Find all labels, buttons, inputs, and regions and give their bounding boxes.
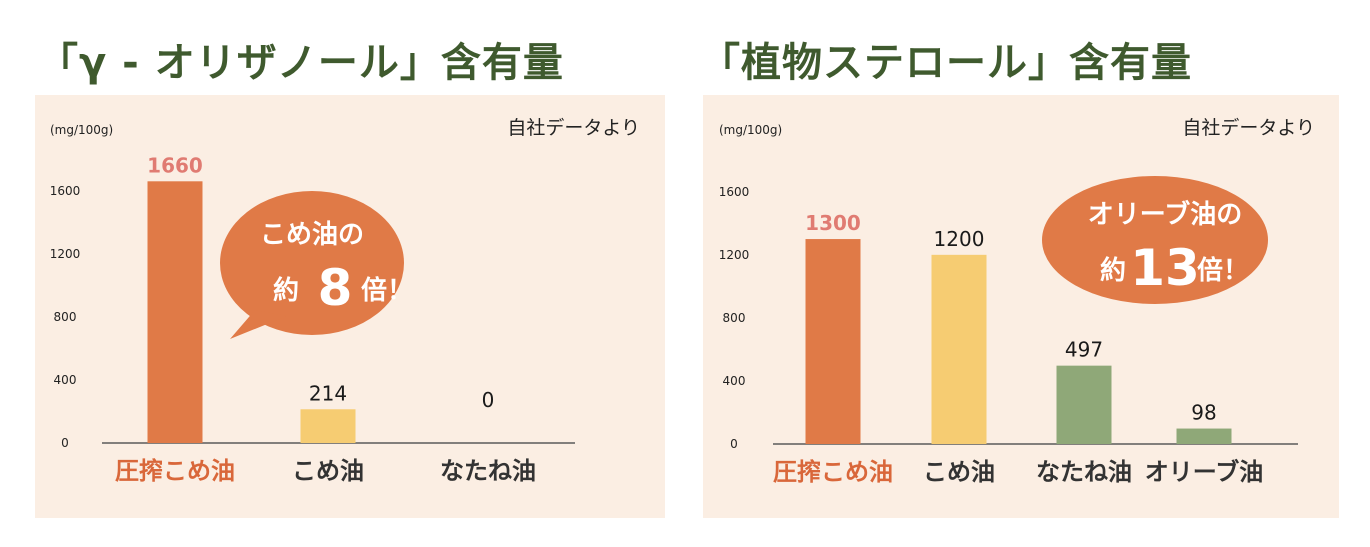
callout-number: 13 xyxy=(1130,239,1200,297)
callout-suffix: 倍！ xyxy=(361,275,413,306)
data-label: 0 xyxy=(482,388,495,412)
bar xyxy=(1176,428,1232,444)
source-note: 自社データより xyxy=(1182,117,1315,139)
bar xyxy=(300,409,356,443)
y-tick-label: 0 xyxy=(730,437,738,451)
callout-number: 8 xyxy=(318,259,353,317)
bar-chart-oryzanol: (mg/100g) 自社データより 0 400 800 1200 1600 1660 圧搾こめ油… xyxy=(50,117,640,485)
callout-prefix: 約 xyxy=(273,275,299,306)
y-tick-label: 1200 xyxy=(50,247,81,261)
y-tick-label: 0 xyxy=(61,436,69,450)
category-label: こめ油 xyxy=(292,457,364,485)
data-label: 497 xyxy=(1065,338,1103,362)
y-tick-label: 400 xyxy=(723,374,746,388)
callout-tail xyxy=(230,310,287,339)
callout-bubble xyxy=(1042,176,1268,304)
callout-line1: こめ油の xyxy=(260,220,364,250)
source-note: 自社データより xyxy=(507,117,640,139)
bar xyxy=(147,181,203,443)
category-label: 圧搾こめ油 xyxy=(773,458,893,486)
bar xyxy=(1056,365,1112,444)
bar xyxy=(931,254,987,444)
chart-title-sterol: 「植物ステロール」含有量 xyxy=(700,40,1192,86)
y-tick-label: 400 xyxy=(54,373,77,387)
data-label: 1200 xyxy=(934,227,985,251)
callout-suffix: 倍！ xyxy=(1197,255,1249,286)
category-label: なたね油 xyxy=(1036,458,1132,486)
category-label: なたね油 xyxy=(440,457,536,485)
category-label: オリーブ油 xyxy=(1145,458,1264,486)
unit-label: (mg/100g) xyxy=(719,123,782,137)
data-label: 1660 xyxy=(147,153,203,177)
chart-panel-sterol: (mg/100g) 自社データより 0 400 800 1200 1600 1300 圧搾こめ油… xyxy=(703,95,1339,518)
data-label: 1300 xyxy=(805,211,861,235)
data-label: 98 xyxy=(1191,401,1216,425)
category-label: 圧搾こめ油 xyxy=(115,457,235,485)
callout-prefix: 約 xyxy=(1100,255,1126,286)
chart-panel-oryzanol: (mg/100g) 自社データより 0 400 800 1200 1600 1660 圧搾こめ油… xyxy=(35,95,665,518)
chart-title-oryzanol: 「γ - オリザノール」含有量 xyxy=(38,40,564,86)
y-tick-label: 800 xyxy=(54,310,77,324)
unit-label: (mg/100g) xyxy=(50,123,113,137)
bar xyxy=(805,239,861,444)
y-tick-label: 800 xyxy=(723,311,746,325)
y-tick-label: 1600 xyxy=(719,185,750,199)
y-tick-label: 1600 xyxy=(50,184,81,198)
callout-bubble xyxy=(220,191,404,335)
data-label: 214 xyxy=(309,381,347,405)
y-tick-label: 1200 xyxy=(719,248,750,262)
category-label: こめ油 xyxy=(923,458,995,486)
bar-chart-sterol: (mg/100g) 自社データより 0 400 800 1200 1600 1300 圧搾こめ油… xyxy=(719,117,1315,486)
callout-line1: オリーブ油の xyxy=(1088,199,1242,230)
